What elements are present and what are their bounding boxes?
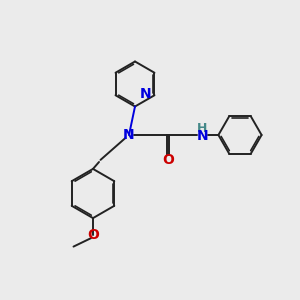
Text: H: H [197, 122, 208, 135]
Text: O: O [87, 228, 99, 242]
Text: N: N [140, 87, 152, 101]
Text: N: N [197, 129, 208, 142]
Text: O: O [162, 154, 174, 167]
Text: N: N [123, 128, 135, 142]
